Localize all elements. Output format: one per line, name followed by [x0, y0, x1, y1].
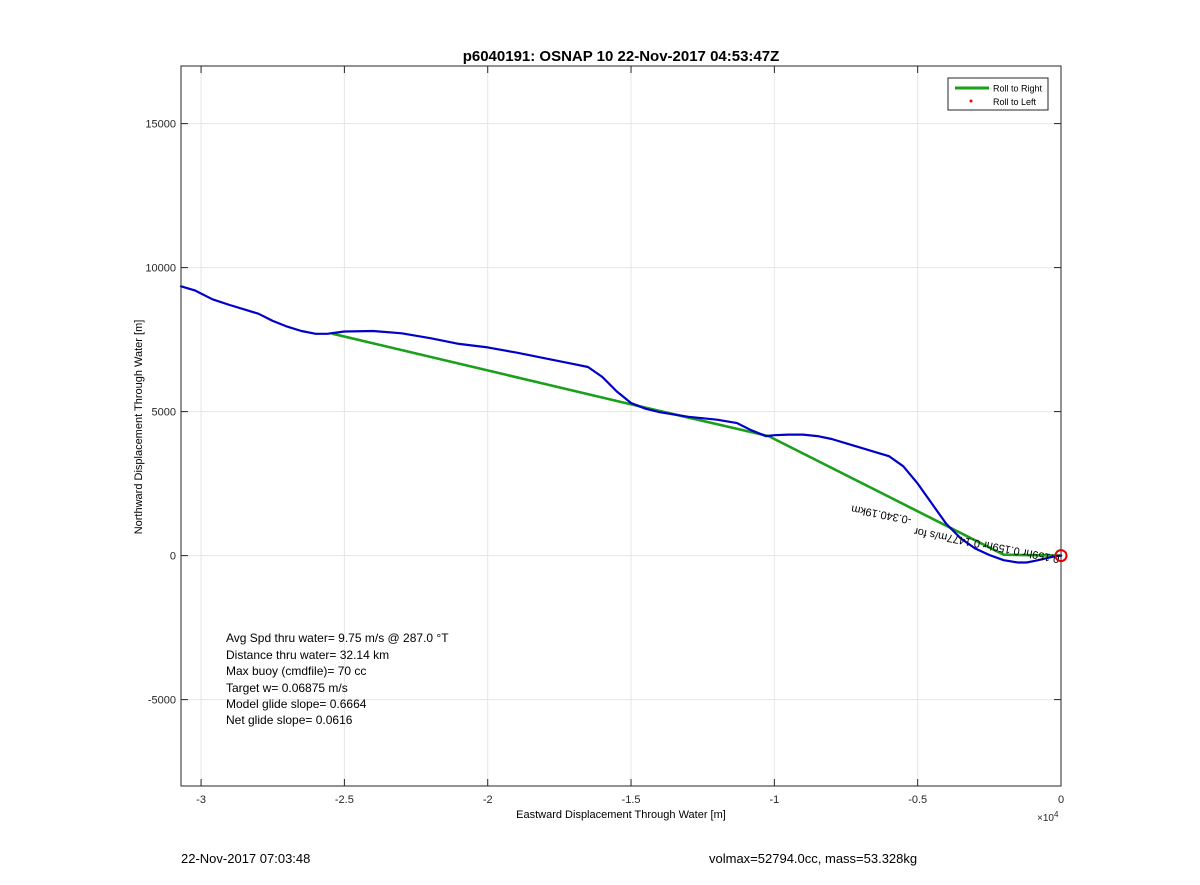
x-axis-label: Eastward Displacement Through Water [m]	[516, 809, 726, 821]
x-tick-label: -2	[483, 794, 493, 806]
y-axis-label: Northward Displacement Through Water [m]	[133, 320, 145, 535]
legend: Roll to Right Roll to Left	[947, 77, 1049, 111]
stats-annotation: Avg Spd thru water= 9.75 m/s @ 287.0 °T …	[226, 631, 449, 727]
grid	[181, 66, 1062, 786]
stats-line-avg-speed: Avg Spd thru water= 9.75 m/s @ 287.0 °T	[226, 631, 449, 645]
y-tick-label: 0	[170, 551, 176, 563]
axis-ticks: -3 -2.5 -2 -1.5 -1 -0.5 0 -5000 0 5000 10000 15000	[145, 66, 1064, 806]
x-exponent-label: ×104	[1037, 810, 1059, 824]
data-series	[179, 285, 1063, 564]
stats-line-max-buoy: Max buoy (cmdfile)= 70 cc	[226, 664, 366, 678]
end-marker	[1054, 549, 1068, 563]
stats-line-target-w: Target w= 0.06875 m/s	[226, 681, 348, 695]
y-tick-label: 5000	[152, 407, 176, 419]
axes-box	[180, 65, 1062, 787]
x-tick-label: 0	[1058, 794, 1064, 806]
footer-volmax-mass: volmax=52794.0cc, mass=53.328kg	[709, 851, 918, 866]
legend-label-roll-right: Roll to Right	[993, 84, 1043, 94]
x-tick-label: -2.5	[335, 794, 354, 806]
y-tick-label: 15000	[145, 119, 176, 131]
legend-marker-roll-left	[969, 99, 973, 103]
footer-timestamp: 22-Nov-2017 07:03:48	[181, 851, 311, 866]
series-line-blue-track	[179, 285, 1063, 564]
stats-line-distance: Distance thru water= 32.14 km	[226, 648, 389, 662]
x-tick-label: -1.5	[622, 794, 641, 806]
y-tick-label: 10000	[145, 263, 176, 275]
x-tick-label: -0.5	[908, 794, 927, 806]
x-exponent-base: ×10	[1037, 813, 1054, 824]
chart-title: p6040191: OSNAP 10 22-Nov-2017 04:53:47Z	[463, 48, 780, 65]
legend-box	[947, 77, 1049, 111]
x-exponent-power: 4	[1054, 810, 1059, 819]
x-tick-label: -3	[196, 794, 206, 806]
stats-line-model-glide: Model glide slope= 0.6664	[226, 697, 367, 711]
legend-label-roll-left: Roll to Left	[993, 97, 1037, 107]
y-tick-label: -5000	[148, 695, 176, 707]
x-tick-label: -1	[769, 794, 779, 806]
stats-line-net-glide: Net glide slope= 0.0616	[226, 713, 353, 727]
